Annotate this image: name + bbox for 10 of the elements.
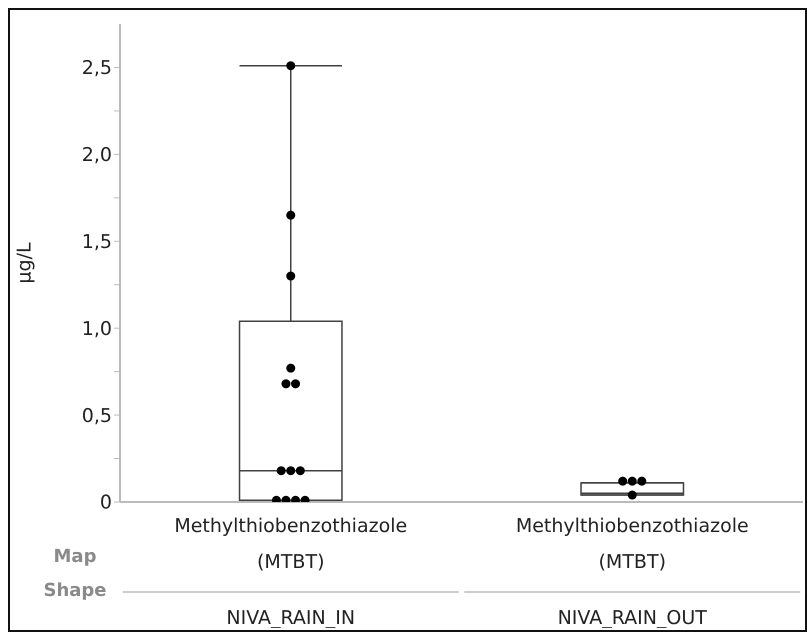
y-tick-label: 2,0: [82, 144, 112, 166]
y-tick-label: 1,0: [82, 318, 112, 340]
y-tick-label: 2,5: [82, 57, 112, 80]
y-tick-label: 0: [100, 492, 112, 514]
y-tick-label: 0,5: [82, 404, 112, 427]
text: Map Shape: [42, 545, 108, 603]
y-tick-label: 1,5: [82, 231, 112, 254]
text: Methylthiobenzothiazole (MTBT): [516, 515, 749, 573]
text: Methylthiobenzothiazole (MTBT): [174, 515, 408, 573]
y-axis-title: µg/L: [14, 242, 36, 284]
